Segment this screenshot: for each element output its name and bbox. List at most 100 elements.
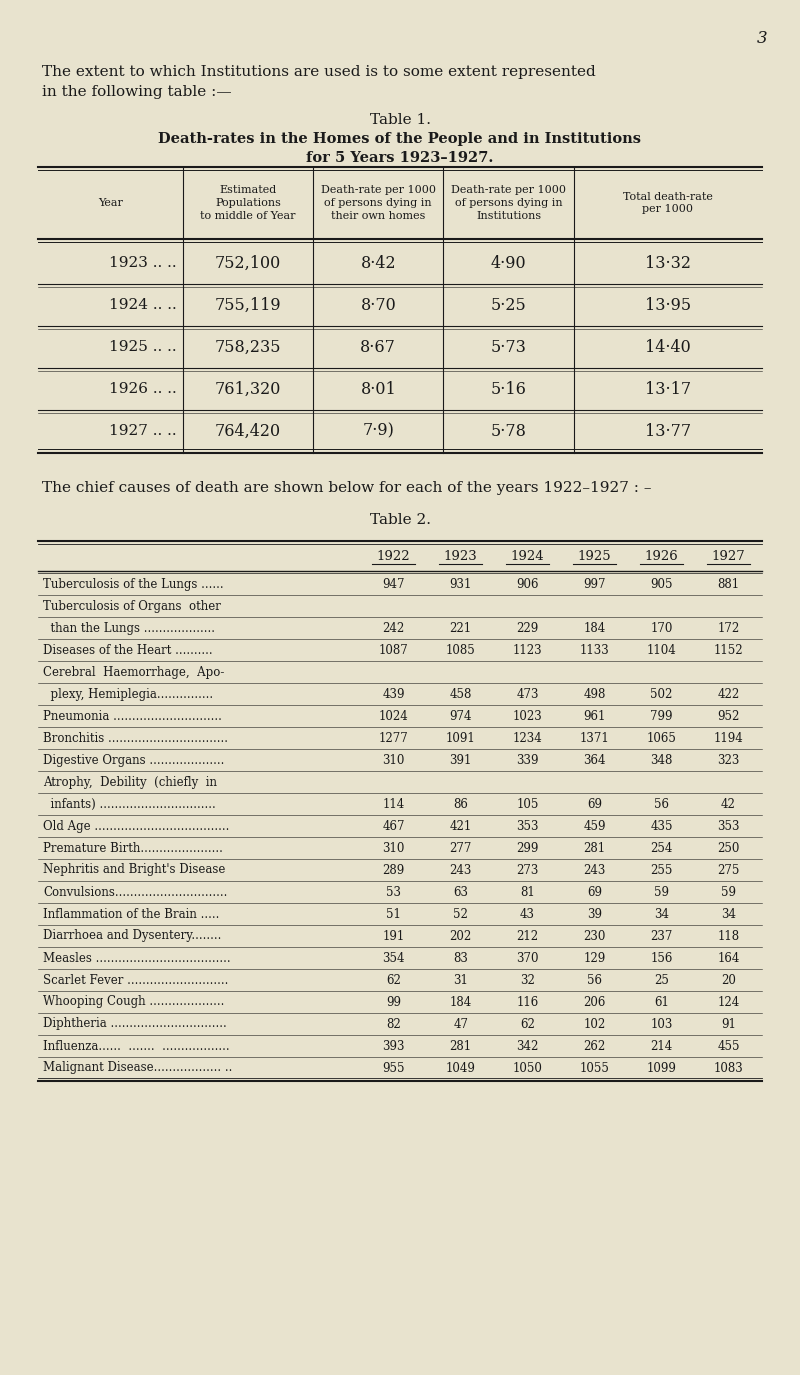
Text: 61: 61	[654, 996, 669, 1008]
Text: 250: 250	[718, 842, 740, 854]
Text: Tuberculosis of Organs  other: Tuberculosis of Organs other	[43, 600, 221, 612]
Text: 1083: 1083	[714, 1062, 743, 1074]
Text: Table 2.: Table 2.	[370, 513, 430, 527]
Text: 206: 206	[583, 996, 606, 1008]
Text: 1085: 1085	[446, 644, 475, 656]
Text: 51: 51	[386, 908, 401, 920]
Text: 62: 62	[386, 974, 401, 986]
Text: 99: 99	[386, 996, 401, 1008]
Text: Tuberculosis of the Lungs ......: Tuberculosis of the Lungs ......	[43, 578, 224, 590]
Text: 323: 323	[718, 754, 740, 766]
Text: 129: 129	[583, 951, 606, 964]
Text: 1055: 1055	[580, 1062, 610, 1074]
Text: 1922: 1922	[377, 550, 410, 562]
Text: 255: 255	[650, 864, 673, 876]
Text: 458: 458	[450, 688, 472, 700]
Text: 47: 47	[453, 1018, 468, 1030]
Text: 242: 242	[382, 622, 405, 634]
Text: 34: 34	[654, 908, 669, 920]
Text: 20: 20	[721, 974, 736, 986]
Text: 156: 156	[650, 951, 673, 964]
Text: 881: 881	[718, 578, 739, 590]
Text: Influenza......  .......  ..................: Influenza...... ....... ................…	[43, 1040, 230, 1052]
Text: 221: 221	[450, 622, 472, 634]
Text: 1924: 1924	[510, 550, 545, 562]
Text: 8·67: 8·67	[360, 338, 396, 356]
Text: 1104: 1104	[646, 644, 677, 656]
Text: 105: 105	[517, 798, 538, 810]
Text: 32: 32	[520, 974, 535, 986]
Text: 281: 281	[450, 1040, 472, 1052]
Text: 42: 42	[721, 798, 736, 810]
Text: 498: 498	[583, 688, 606, 700]
Text: 348: 348	[650, 754, 673, 766]
Text: 31: 31	[453, 974, 468, 986]
Text: 1234: 1234	[513, 732, 542, 744]
Text: 1925: 1925	[578, 550, 611, 562]
Text: 1065: 1065	[646, 732, 677, 744]
Text: 1926: 1926	[645, 550, 678, 562]
Text: 342: 342	[517, 1040, 538, 1052]
Text: 755,119: 755,119	[214, 297, 282, 314]
Text: in the following table :—: in the following table :—	[42, 85, 232, 99]
Text: 13·77: 13·77	[645, 422, 691, 440]
Text: 56: 56	[654, 798, 669, 810]
Text: 8·42: 8·42	[361, 254, 396, 271]
Text: 1924 .. ..: 1924 .. ..	[109, 298, 177, 312]
Text: 370: 370	[516, 951, 539, 964]
Text: 974: 974	[450, 710, 472, 722]
Text: 310: 310	[382, 842, 405, 854]
Text: Pneumonia .............................: Pneumonia .............................	[43, 710, 222, 722]
Text: 212: 212	[517, 930, 538, 942]
Text: 69: 69	[587, 798, 602, 810]
Text: 229: 229	[517, 622, 538, 634]
Text: 502: 502	[650, 688, 673, 700]
Text: 63: 63	[453, 886, 468, 898]
Text: 339: 339	[516, 754, 539, 766]
Text: Table 1.: Table 1.	[370, 113, 430, 126]
Text: 53: 53	[386, 886, 401, 898]
Text: 1133: 1133	[580, 644, 610, 656]
Text: 764,420: 764,420	[215, 422, 281, 440]
Text: Digestive Organs ....................: Digestive Organs ....................	[43, 754, 224, 766]
Text: 1024: 1024	[378, 710, 409, 722]
Text: 289: 289	[382, 864, 405, 876]
Text: 3: 3	[757, 30, 767, 47]
Text: 1050: 1050	[513, 1062, 542, 1074]
Text: 435: 435	[650, 820, 673, 832]
Text: 1091: 1091	[446, 732, 475, 744]
Text: for 5 Years 1923–1927.: for 5 Years 1923–1927.	[306, 151, 494, 165]
Text: 124: 124	[718, 996, 740, 1008]
Text: 4·90: 4·90	[490, 254, 526, 271]
Text: 1926 .. ..: 1926 .. ..	[109, 382, 177, 396]
Text: Atrophy,  Debility  (chiefly  in: Atrophy, Debility (chiefly in	[43, 775, 217, 788]
Text: Year: Year	[98, 198, 123, 208]
Text: 172: 172	[718, 622, 740, 634]
Text: 752,100: 752,100	[215, 254, 281, 271]
Text: 59: 59	[721, 886, 736, 898]
Text: Cerebral  Haemorrhage,  Apo-: Cerebral Haemorrhage, Apo-	[43, 666, 224, 678]
Text: 1923: 1923	[444, 550, 478, 562]
Text: 69: 69	[587, 886, 602, 898]
Text: The extent to which Institutions are used is to some extent represented: The extent to which Institutions are use…	[42, 65, 596, 78]
Text: 467: 467	[382, 820, 405, 832]
Text: 13·95: 13·95	[645, 297, 691, 314]
Text: 116: 116	[517, 996, 538, 1008]
Text: 56: 56	[587, 974, 602, 986]
Text: Total death-rate
per 1000: Total death-rate per 1000	[623, 191, 713, 214]
Text: 230: 230	[583, 930, 606, 942]
Text: 254: 254	[650, 842, 673, 854]
Text: 91: 91	[721, 1018, 736, 1030]
Text: Premature Birth......................: Premature Birth......................	[43, 842, 223, 854]
Text: 905: 905	[650, 578, 673, 590]
Text: 202: 202	[450, 930, 472, 942]
Text: 931: 931	[450, 578, 472, 590]
Text: 1927: 1927	[712, 550, 746, 562]
Text: 82: 82	[386, 1018, 401, 1030]
Text: 13·32: 13·32	[645, 254, 691, 271]
Text: plexy, Hemiplegia...............: plexy, Hemiplegia...............	[43, 688, 213, 700]
Text: 237: 237	[650, 930, 673, 942]
Text: 353: 353	[516, 820, 539, 832]
Text: than the Lungs ...................: than the Lungs ...................	[43, 622, 215, 634]
Text: 191: 191	[382, 930, 405, 942]
